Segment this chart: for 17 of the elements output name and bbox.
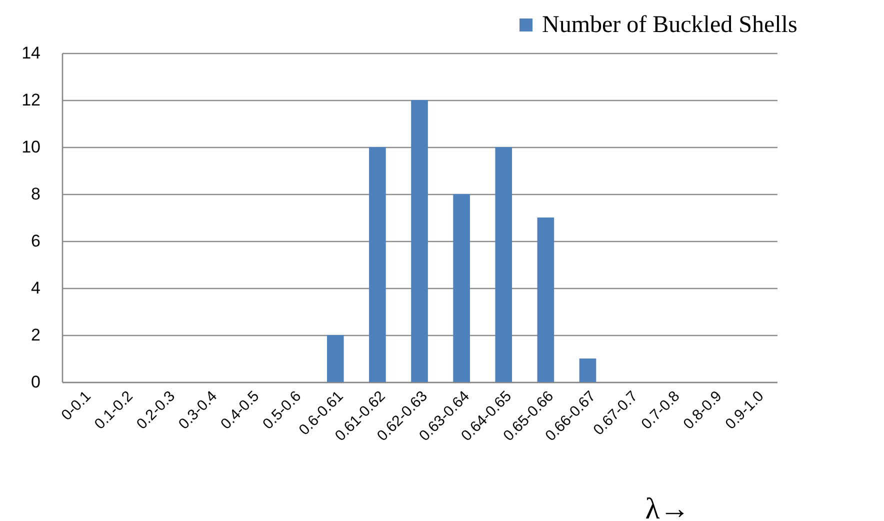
bar: [369, 147, 386, 382]
bar: [326, 335, 344, 382]
y-tick-label: 14: [22, 44, 40, 62]
x-axis-title: λ→: [645, 492, 690, 521]
y-tick-label: 2: [31, 326, 40, 344]
bar: [411, 100, 428, 382]
bar: [579, 358, 596, 382]
y-tick-label: 10: [22, 138, 40, 156]
y-tick-label: 12: [22, 90, 40, 110]
bar: [537, 218, 554, 382]
legend-label: Number of Buckled Shells: [542, 12, 798, 38]
y-tick-label: 6: [31, 232, 40, 250]
y-tick-label: 8: [31, 184, 40, 204]
y-tick-label: 0: [31, 372, 40, 392]
y-tick-label: 4: [31, 278, 40, 298]
bar: [495, 147, 512, 382]
bar: [453, 194, 470, 382]
